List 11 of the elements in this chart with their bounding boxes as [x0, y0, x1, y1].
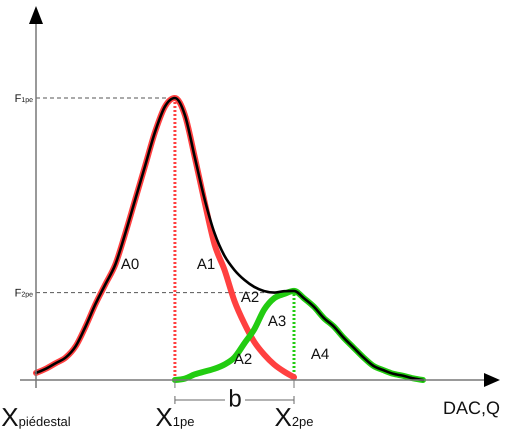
annotation: A2: [240, 288, 260, 306]
annotation: A0: [120, 256, 140, 273]
x-axis-title: DAC,Q: [442, 398, 500, 418]
annotation: A3: [268, 312, 286, 330]
text: b: [228, 385, 242, 412]
x-tick-label: X1pe: [155, 402, 194, 432]
x-tick-label: X2pe: [274, 402, 314, 432]
annotation: A4: [310, 346, 330, 363]
x-tick-label: Xpiédestal: [1, 402, 71, 432]
annotation: A2: [234, 350, 252, 368]
annotation: A1: [196, 256, 216, 273]
